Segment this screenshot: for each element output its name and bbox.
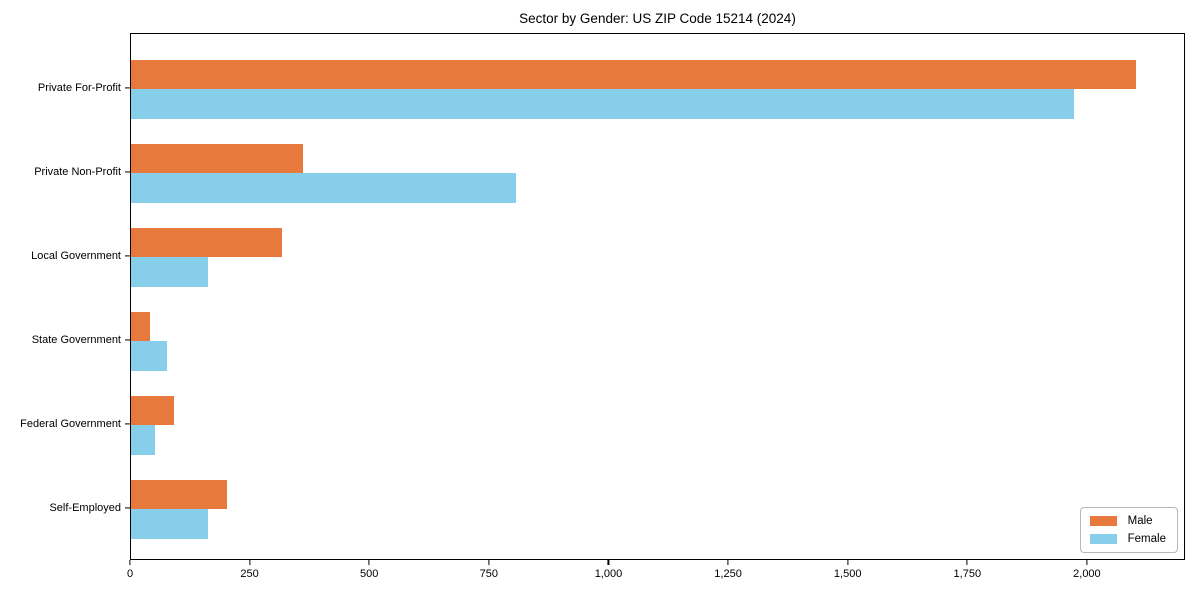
bar-private-non-profit-female bbox=[131, 173, 517, 203]
x-tick-label-0: 0 bbox=[126, 568, 134, 580]
bar-federal-government-male bbox=[131, 395, 175, 425]
x-tick-mark-2000 bbox=[1086, 560, 1088, 565]
x-tick-mark-1000 bbox=[607, 560, 610, 565]
x-tick-label-250: 250 bbox=[240, 568, 259, 580]
legend-item-male: Male bbox=[1089, 515, 1166, 527]
x-tick-label-1750: 1,750 bbox=[953, 568, 982, 580]
female-legend-label: Female bbox=[1127, 533, 1166, 545]
bar-state-government-male bbox=[131, 311, 151, 341]
plot-area: Male Female bbox=[130, 33, 1185, 560]
bar-federal-government-female bbox=[131, 425, 155, 455]
x-tick-mark-1750 bbox=[966, 560, 968, 565]
y-tick-label-federal-government: Federal Government bbox=[20, 418, 121, 430]
y-tick-label-state-government: State Government bbox=[31, 334, 121, 346]
bar-local-government-male bbox=[131, 227, 282, 257]
female-series-swatch-icon bbox=[1089, 534, 1117, 544]
bar-local-government-female bbox=[131, 257, 208, 287]
x-tick-label-750: 750 bbox=[479, 568, 499, 580]
y-tick-label-private-for-profit: Private For-Profit bbox=[37, 82, 121, 94]
legend-item-female: Female bbox=[1089, 533, 1166, 545]
bar-private-for-profit-female bbox=[131, 89, 1074, 119]
y-tick-mark-local-government bbox=[125, 255, 130, 257]
y-tick-mark-self-employed bbox=[125, 507, 130, 509]
x-tick-mark-500 bbox=[368, 560, 370, 565]
x-tick-mark-0 bbox=[129, 560, 131, 565]
y-tick-mark-private-for-profit bbox=[125, 87, 130, 89]
x-tick-label-2000: 2,000 bbox=[1073, 568, 1101, 580]
x-tick-label-1500: 1,500 bbox=[833, 568, 862, 580]
y-tick-mark-private-non-profit bbox=[125, 171, 130, 173]
bar-self-employed-male bbox=[131, 479, 227, 509]
x-tick-mark-1500 bbox=[847, 560, 849, 565]
legend: Male Female bbox=[1079, 507, 1178, 553]
y-tick-mark-federal-government bbox=[125, 423, 130, 425]
bar-private-non-profit-male bbox=[131, 143, 304, 173]
x-tick-mark-250 bbox=[249, 560, 251, 565]
bar-private-for-profit-male bbox=[131, 59, 1136, 89]
male-legend-label: Male bbox=[1127, 515, 1153, 527]
y-tick-label-private-non-profit: Private Non-Profit bbox=[34, 166, 121, 178]
bar-state-government-female bbox=[131, 341, 167, 371]
x-tick-label-1250: 1,250 bbox=[714, 568, 742, 580]
x-tick-label-1000: 1,000 bbox=[594, 568, 623, 580]
male-series-swatch-icon bbox=[1089, 516, 1117, 526]
y-tick-mark-state-government bbox=[125, 339, 130, 341]
x-tick-mark-1250 bbox=[727, 560, 729, 565]
y-tick-label-local-government: Local Government bbox=[31, 250, 121, 262]
y-tick-label-self-employed: Self-Employed bbox=[49, 502, 121, 514]
chart-title: Sector by Gender: US ZIP Code 15214 (202… bbox=[519, 11, 796, 26]
x-tick-mark-750 bbox=[488, 560, 490, 565]
x-tick-label-500: 500 bbox=[360, 568, 379, 580]
bar-self-employed-female bbox=[131, 509, 208, 539]
